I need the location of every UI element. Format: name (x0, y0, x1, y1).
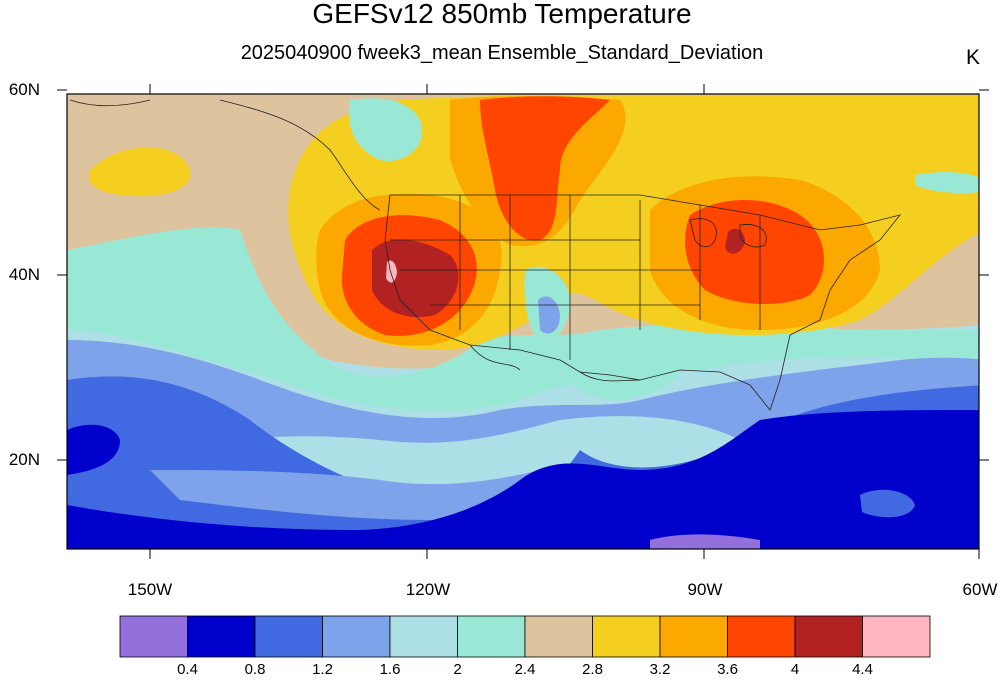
colorbar-swatch (592, 615, 661, 658)
great-lakes (689, 218, 767, 248)
contour-aqua-north (348, 98, 422, 161)
lon-label-150w: 150W (127, 580, 173, 599)
colorbar-tick-label: 3.2 (650, 661, 671, 678)
colorbar-swatch (659, 615, 728, 658)
map-subtitle: 2025040900 fweek3_mean Ensemble_Standard… (240, 42, 764, 64)
contour-medium-blue-mid (150, 470, 540, 520)
mexico-coast (469, 344, 641, 382)
us-outline (384, 194, 902, 411)
colorbar-swatch (187, 615, 256, 658)
colorbar-swatch (794, 615, 863, 658)
colorbar-tick-label: 3.6 (717, 661, 738, 678)
colorbar-tick-label: 4 (791, 661, 799, 678)
colorbar-tick-label: 1.2 (312, 661, 333, 678)
lat-label-40n: 40N (8, 265, 40, 284)
colorbar-tick-label: 1.6 (380, 661, 401, 678)
colorbar-tick-label: 2.8 (582, 661, 603, 678)
lon-label-90w: 90W (687, 580, 723, 599)
contour-purple (650, 534, 760, 549)
colorbar-swatch (457, 615, 526, 658)
contour-dark-blue (67, 410, 979, 549)
colorbar-swatch (322, 615, 391, 658)
colorbar-tick-label: 2.4 (515, 661, 536, 678)
colorbar: 0.4 0.8 1.2 1.6 2 2.4 2.8 3.2 3.6 4 4.4 (119, 615, 931, 678)
contour-red-north (480, 96, 610, 241)
contour-gulf-aqua (560, 352, 682, 400)
colorbar-swatch (524, 615, 593, 658)
contour-aqua-west (67, 227, 979, 411)
colorbar-tick-label: 0.4 (177, 661, 198, 678)
map-field (67, 94, 979, 549)
lat-label-20n: 20N (8, 450, 40, 469)
lon-label-120w: 120W (405, 580, 451, 599)
colorbar-tick-label: 4.4 (852, 661, 873, 678)
units-label: K (966, 46, 981, 69)
colorbar-swatch (389, 615, 458, 658)
axis-ticks (57, 84, 989, 559)
contour-pink-max (386, 260, 397, 283)
lat-label-60n: 60N (8, 80, 40, 99)
contour-aqua-northeast (915, 172, 979, 194)
contour-red-east (685, 200, 824, 305)
state-lines (390, 195, 761, 360)
colorbar-swatch (862, 615, 931, 658)
contour-dark-blue-hawaii (67, 424, 120, 475)
contour-royal-blue-inner (860, 489, 915, 518)
boundaries (69, 99, 902, 411)
map-frame (66, 93, 980, 550)
colorbar-swatch (254, 615, 323, 658)
colorbar-swatch (119, 615, 188, 658)
colorbar-tick-label: 0.8 (245, 661, 266, 678)
map-title: GEFSv12 850mb Temperature (312, 0, 692, 29)
alaska-coast (69, 99, 381, 211)
contour-darkred-west (372, 239, 459, 318)
contour-yellow-pacific (88, 147, 191, 197)
colorbar-tick-label: 2 (453, 661, 461, 678)
colorbar-swatch (727, 615, 796, 658)
contour-blue-rockies (538, 296, 560, 334)
lon-label-60w: 60W (962, 580, 998, 599)
